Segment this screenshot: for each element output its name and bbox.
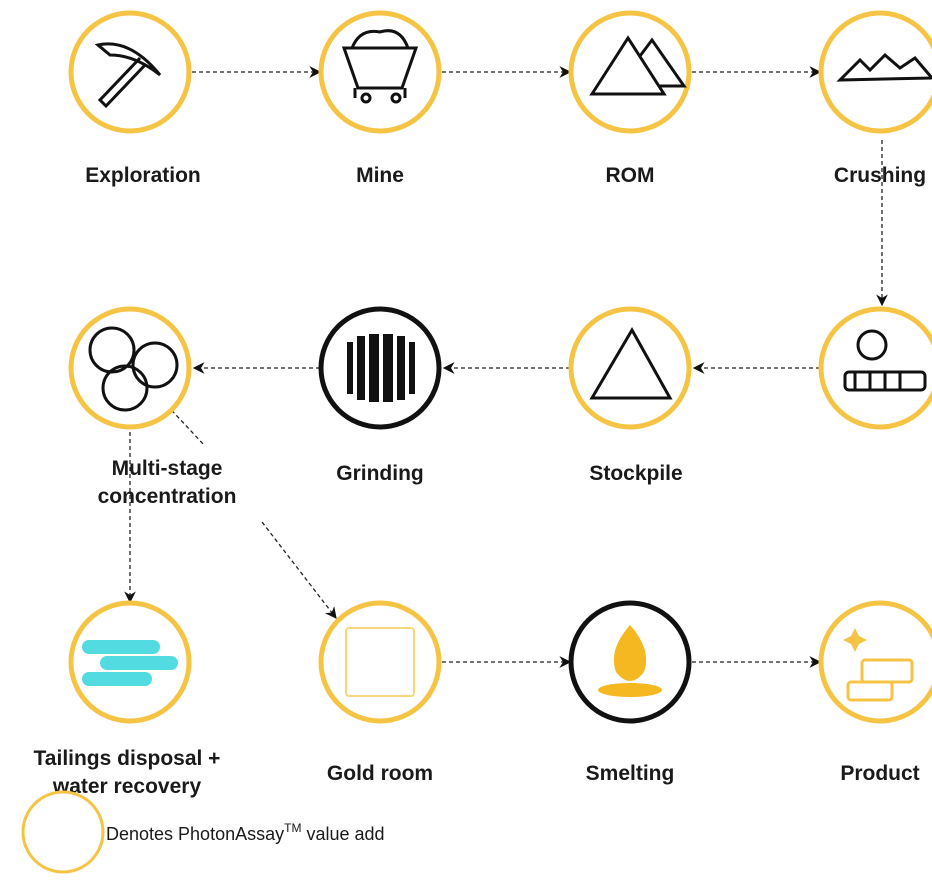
node-label: Gold room [327,762,433,785]
node-label: Stockpile [589,462,682,485]
legend-swatch [21,790,105,874]
legend-text: Denotes PhotonAssayTM value add [106,821,385,844]
node-label: Mine [356,164,404,187]
node-label: water recovery [52,775,202,798]
legend-main: Denotes PhotonAssay [106,824,284,844]
node-label: Crushing [834,164,926,187]
node-circles [68,10,932,724]
node-label: Multi-stage [112,457,223,480]
connectors [124,66,888,668]
node-labels: Exploration Mine ROM Crushing Multi-stage con… [34,164,927,798]
node-label: Product [840,762,919,785]
node-label: ROM [606,164,655,187]
node-label: Tailings disposal + [34,747,221,770]
legend-superscript: TM [284,821,301,835]
legend-suffix: value add [301,824,384,844]
node-label: Exploration [85,164,201,187]
node-label: concentration [98,485,237,508]
node-label: Grinding [336,462,424,485]
icons [82,29,932,702]
node-label: Smelting [586,762,675,785]
